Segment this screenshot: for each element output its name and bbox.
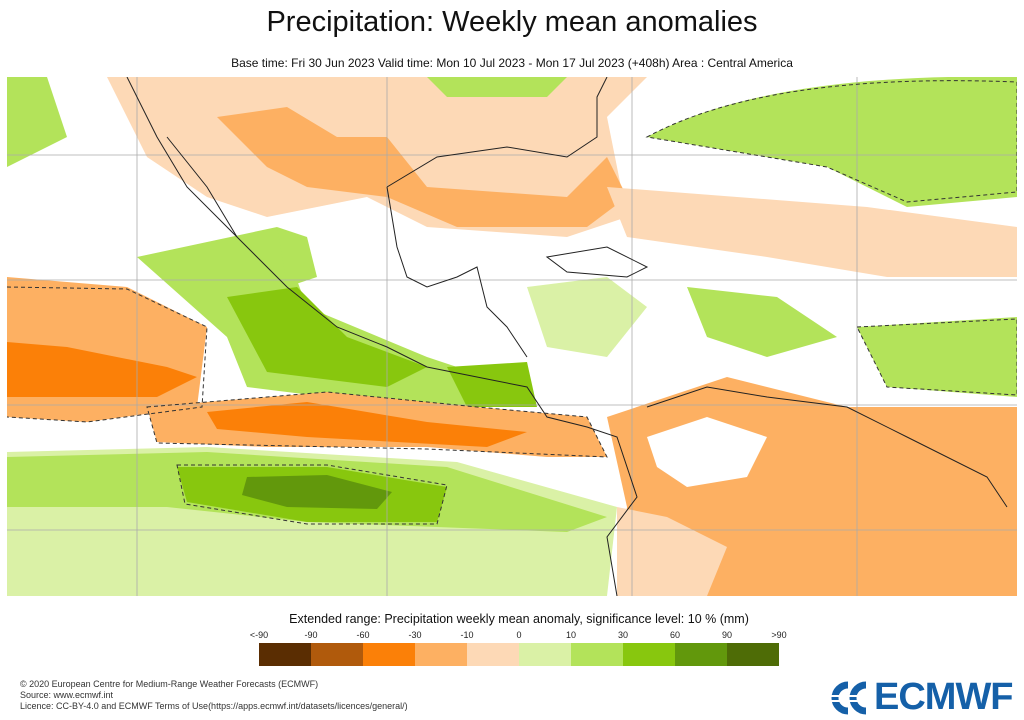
legend-label: 0 (516, 630, 522, 640)
legend-label: <-90 (249, 630, 269, 640)
legend-title: Extended range: Precipitation weekly mea… (289, 612, 749, 626)
legend-label: -10 (460, 630, 474, 640)
legend-label: -90 (304, 630, 318, 640)
legend-swatch (311, 643, 363, 666)
map-subtitle: Base time: Fri 30 Jun 2023 Valid time: M… (231, 56, 793, 70)
legend-label: 60 (669, 630, 681, 640)
coastlines (126, 77, 1008, 596)
gridlines (7, 77, 1017, 596)
ecmwf-logo-icon (826, 681, 870, 714)
significance-contours (7, 80, 1017, 525)
legend-swatch (623, 643, 675, 666)
ecmwf-logo: ECMWF (826, 676, 1014, 719)
legend-swatch (363, 643, 415, 666)
legend-swatch (727, 643, 779, 666)
logo-text: ECMWF (874, 676, 1014, 718)
precipitation-anomaly-map (7, 77, 1017, 596)
legend-label: -30 (408, 630, 422, 640)
legend-swatch (259, 643, 311, 666)
legend-label: >90 (771, 630, 787, 640)
legend-swatch (519, 643, 571, 666)
copyright-text: © 2020 European Centre for Medium-Range … (20, 679, 319, 689)
legend-swatch (415, 643, 467, 666)
anomaly-fields (7, 77, 1017, 596)
legend-label: 90 (721, 630, 733, 640)
legend-swatch (467, 643, 519, 666)
legend-label: 30 (617, 630, 629, 640)
legend-label: 10 (565, 630, 577, 640)
source-text: Source: www.ecmwf.int (20, 690, 114, 700)
color-legend (259, 643, 779, 666)
page-title: Precipitation: Weekly mean anomalies (266, 6, 758, 38)
legend-label: -60 (356, 630, 370, 640)
licence-text: Licence: CC-BY-4.0 and ECMWF Terms of Us… (20, 701, 408, 711)
legend-swatch (571, 643, 623, 666)
legend-swatch (675, 643, 727, 666)
